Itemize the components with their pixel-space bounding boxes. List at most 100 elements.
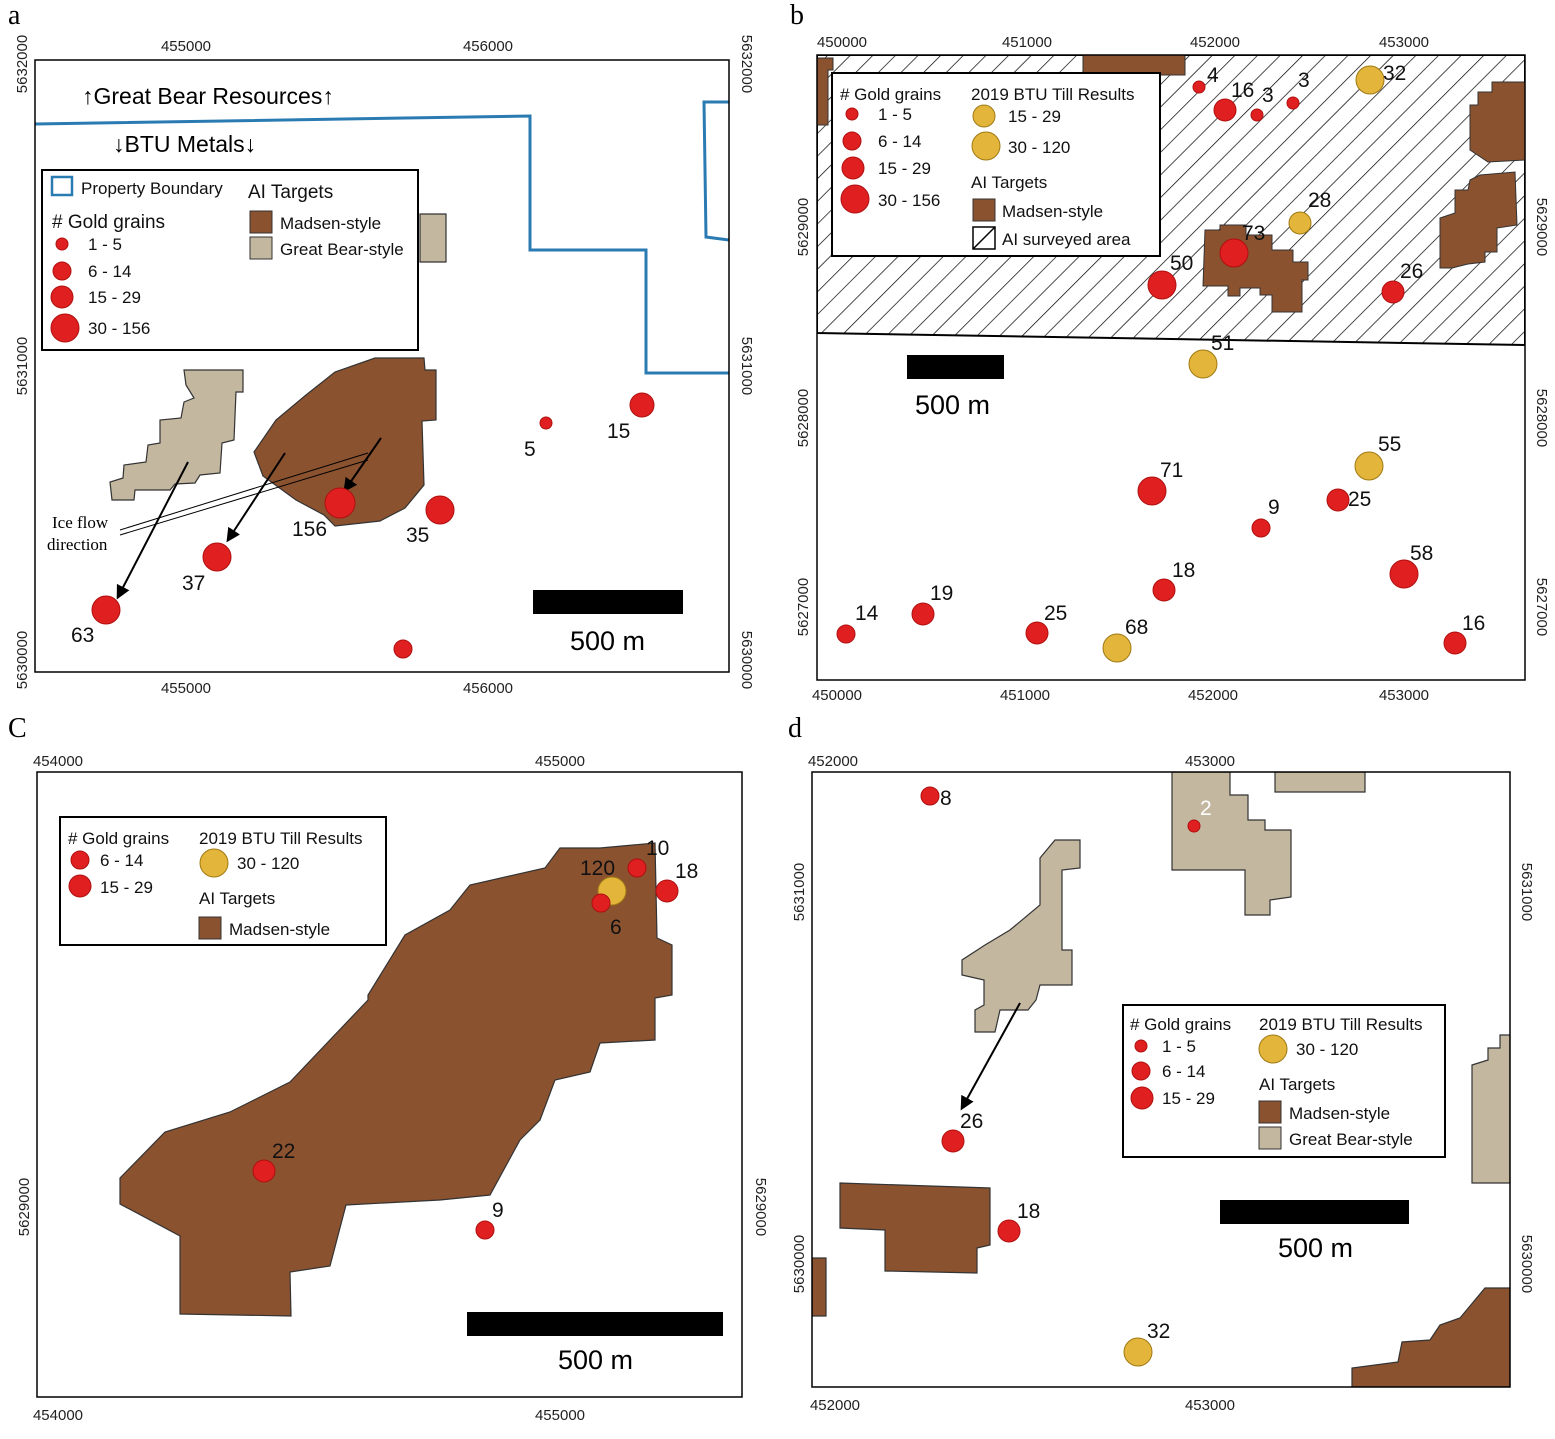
panel-c: C 10 120 18 6 22 9 # Gold grains 6 - 14 … — [8, 713, 769, 1424]
axis-tick: 5632000 — [14, 35, 31, 93]
axis-tick: 5631000 — [1518, 863, 1535, 921]
legend-title: AI Targets — [1259, 1075, 1335, 1094]
axis-tick: 455000 — [161, 38, 211, 55]
legend-label: Madsen-style — [229, 920, 330, 939]
legend-label: 6 - 14 — [100, 851, 143, 870]
great-bear-resources-label: ↑Great Bear Resources↑ — [82, 83, 334, 109]
sample-label: 8 — [940, 787, 952, 810]
sample-label: 15 — [607, 420, 630, 443]
scale-label: 500 m — [1278, 1233, 1353, 1263]
legend-title: # Gold grains — [52, 212, 165, 233]
sample-label: 6 — [610, 916, 622, 939]
scale-bar — [533, 590, 683, 614]
axis-tick: 451000 — [1002, 34, 1052, 51]
sample-label: 3 — [1262, 84, 1274, 107]
axis-tick: 452000 — [1188, 687, 1238, 704]
panel-c-frame — [36, 771, 743, 1398]
panel-c-label: C — [8, 713, 27, 744]
till-sample — [1355, 65, 1385, 95]
axis-tick: 5627000 — [1533, 578, 1550, 636]
axis-tick: 451000 — [1000, 687, 1050, 704]
btu-metals-label: ↓BTU Metals↓ — [113, 131, 256, 157]
axis-tick: 5628000 — [1533, 389, 1550, 447]
gold-grain-sample — [1219, 238, 1249, 268]
axis-tick: 452000 — [808, 753, 858, 770]
gold-grain-sample — [1250, 108, 1264, 122]
axis-tick: 452000 — [810, 1397, 860, 1414]
madsen-target — [1351, 1287, 1510, 1387]
legend-title: AI Targets — [971, 173, 1047, 192]
gold-grain-sample — [425, 495, 455, 525]
till-sample — [1102, 633, 1132, 663]
panel-a: a 156 35 37 63 — [8, 0, 755, 697]
legend-title: 2019 BTU Till Results — [199, 829, 362, 848]
sample-label: 35 — [406, 524, 429, 547]
legend-label: 30 - 120 — [1296, 1040, 1358, 1059]
legend-label: Property Boundary — [81, 179, 223, 198]
gold-grain-sample — [393, 639, 413, 659]
legend-title: # Gold grains — [1130, 1015, 1231, 1034]
legend-label: 6 - 14 — [88, 262, 131, 281]
great-bear-target — [1471, 1034, 1510, 1184]
gold-grain-sample — [655, 879, 679, 903]
scale-bar — [907, 355, 1004, 379]
legend-label: 30 - 120 — [1008, 138, 1070, 157]
gold-grain-sample — [1137, 476, 1167, 506]
sample-label: 19 — [930, 582, 953, 605]
madsen-target — [253, 357, 437, 527]
axis-tick: 5629000 — [795, 198, 812, 256]
gold-grain-sample — [941, 1129, 965, 1153]
ice-flow-arrow — [226, 452, 286, 543]
axis-tick: 5631000 — [791, 863, 808, 921]
legend-label: 1 - 5 — [878, 105, 912, 124]
axis-tick: 454000 — [33, 753, 83, 770]
gold-grain-sample — [920, 786, 940, 806]
legend-label: Great Bear-style — [1289, 1130, 1413, 1149]
axis-tick: 5627000 — [795, 578, 812, 636]
gold-grain-sample — [1443, 631, 1467, 655]
legend-title: # Gold grains — [68, 829, 169, 848]
gold-grain-sample — [911, 602, 935, 626]
gold-grain-sample — [1286, 96, 1300, 110]
legend-label: 15 - 29 — [878, 159, 931, 178]
legend-label: Madsen-style — [1289, 1104, 1390, 1123]
till-sample — [1354, 451, 1384, 481]
ice-flow-leader — [119, 452, 369, 531]
ice-flow-label: direction — [47, 535, 108, 554]
sample-label: 10 — [646, 837, 669, 860]
ice-flow-leader — [119, 459, 369, 536]
gold-grain-sample — [1192, 80, 1206, 94]
sample-label: 37 — [182, 572, 205, 595]
legend-label: 30 - 120 — [237, 854, 299, 873]
legend-label: Madsen-style — [280, 214, 381, 233]
gold-grain-sample — [252, 1159, 276, 1183]
panel-a-label: a — [8, 0, 21, 31]
legend-label: 15 - 29 — [100, 878, 153, 897]
legend-label: 1 - 5 — [88, 235, 122, 254]
legend-d: # Gold grains 1 - 5 6 - 14 15 - 29 2019 … — [1122, 1004, 1446, 1158]
sample-label: 16 — [1462, 612, 1485, 635]
gold-grain-sample — [836, 624, 856, 644]
sample-label: 25 — [1348, 488, 1371, 511]
axis-tick: 5630000 — [14, 631, 31, 689]
gold-grain-sample — [1187, 819, 1201, 833]
axis-tick: 5630000 — [738, 631, 755, 689]
scale-label: 500 m — [915, 390, 990, 420]
till-sample — [1123, 1337, 1153, 1367]
panel-d-label: d — [788, 713, 802, 744]
madsen-target — [839, 1182, 991, 1274]
axis-tick: 5630000 — [1518, 1235, 1535, 1293]
madsen-target — [817, 57, 834, 126]
gold-grain-sample — [1152, 578, 1176, 602]
axis-tick: 5631000 — [738, 337, 755, 395]
gold-grain-sample — [1025, 621, 1049, 645]
legend-b: # Gold grains 1 - 5 6 - 14 15 - 29 30 - … — [831, 72, 1161, 257]
sample-label: 55 — [1378, 433, 1401, 456]
sample-label: 32 — [1383, 62, 1406, 85]
panel-d: d 8 2 26 18 32 # Gold grains — [788, 713, 1535, 1414]
madsen-target — [1439, 171, 1518, 269]
madsen-target — [1082, 55, 1186, 76]
legend-label: AI surveyed area — [1002, 230, 1131, 249]
gold-grain-sample — [1213, 98, 1237, 122]
ice-flow-arrow — [343, 437, 382, 493]
